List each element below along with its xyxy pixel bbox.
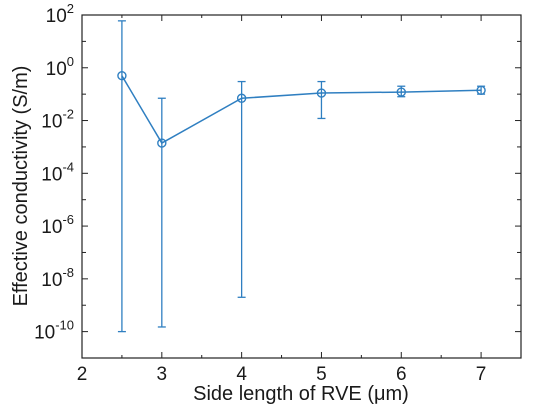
y-tick-base: 10 — [41, 112, 62, 133]
plot-frame — [81, 14, 522, 359]
x-tick-label: 4 — [236, 364, 247, 385]
y-tick-exponent: 0 — [67, 54, 74, 69]
y-tick-exponent: -2 — [62, 107, 74, 122]
y-tick-base: 10 — [41, 270, 62, 291]
x-tick-labels: 2 3 4 5 6 7 — [77, 364, 487, 385]
y-tick-base: 10 — [46, 59, 67, 80]
data-point — [396, 87, 406, 97]
y-tick-base: 10 — [46, 6, 67, 27]
y-tick-label: 10-10 — [34, 318, 74, 344]
y-tick-exponent: 2 — [67, 1, 74, 16]
y-tick-exponent: -10 — [55, 318, 74, 333]
x-tick-label: 2 — [77, 364, 88, 385]
series-line — [121, 75, 482, 145]
y-tick-label: 10-6 — [41, 212, 74, 238]
data-point — [117, 71, 127, 81]
data-series — [117, 20, 486, 333]
x-tick-label: 6 — [396, 364, 407, 385]
x-tick-label: 5 — [316, 364, 327, 385]
data-point — [316, 88, 327, 98]
x-axis-label: Side length of RVE (μm) — [193, 383, 409, 405]
data-point — [157, 138, 167, 148]
y-tick-label: 10-8 — [41, 265, 74, 291]
y-tick-base: 10 — [34, 323, 55, 344]
x-tick-label: 3 — [157, 364, 168, 385]
y-tick-exponent: -8 — [62, 265, 74, 280]
data-point — [476, 85, 486, 95]
y-tick-base: 10 — [41, 217, 62, 238]
y-tick-label: 10-2 — [41, 107, 74, 133]
data-point — [236, 93, 247, 103]
y-axis-label: Effective conductivity (S/m) — [10, 66, 32, 307]
y-tick-label: 102 — [46, 1, 74, 27]
y-tick-label: 100 — [46, 54, 74, 80]
axis-ticks — [81, 14, 522, 359]
y-tick-exponent: -4 — [62, 159, 74, 174]
y-tick-base: 10 — [41, 164, 62, 185]
y-tick-exponent: -6 — [62, 212, 74, 227]
x-tick-label: 7 — [476, 364, 487, 385]
y-tick-label: 10-4 — [41, 159, 74, 185]
